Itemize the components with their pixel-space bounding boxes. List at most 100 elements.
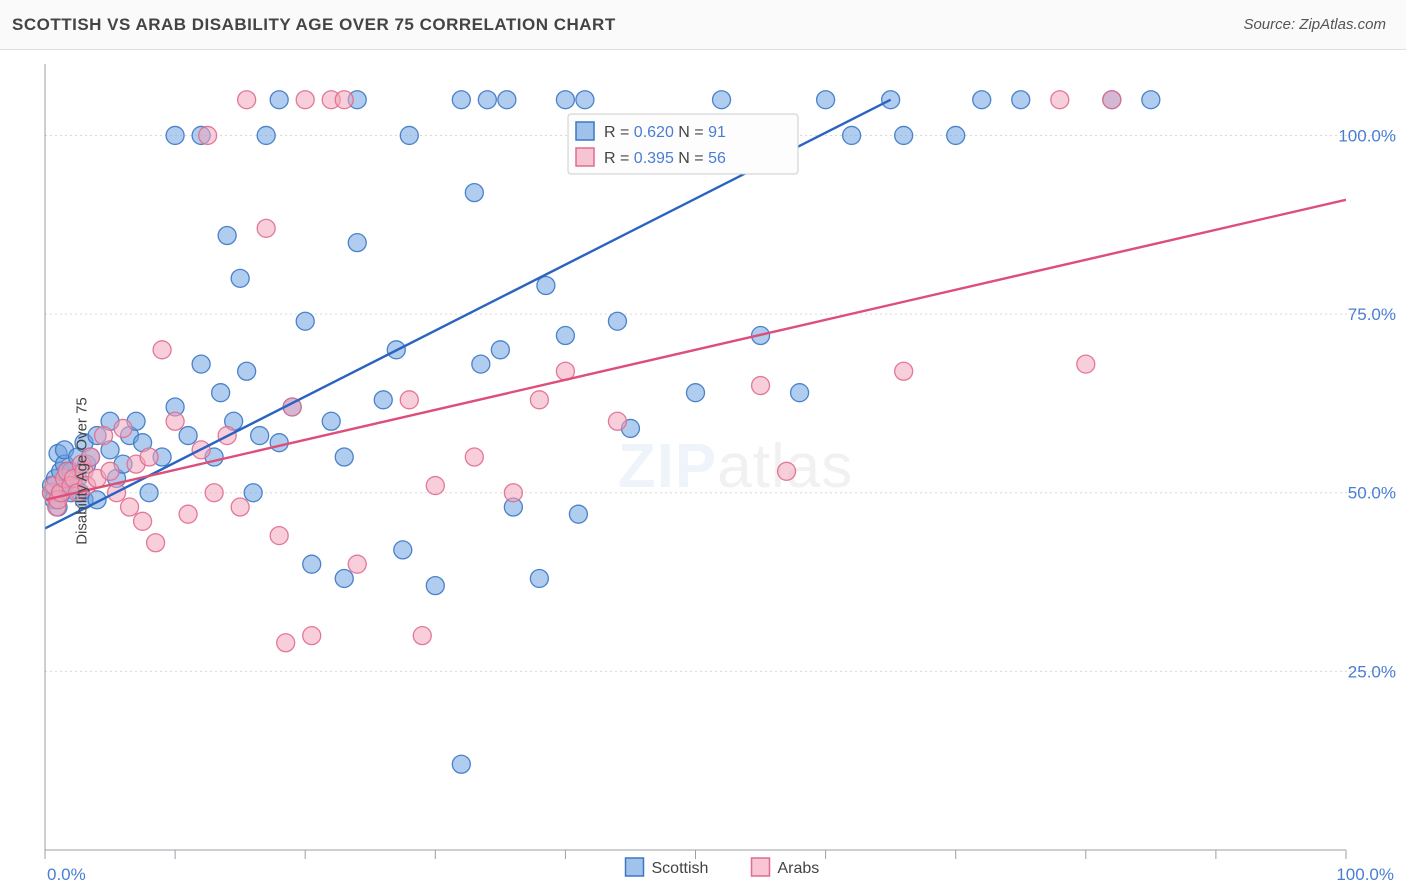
scatter-point	[303, 555, 321, 573]
scatter-chart-svg: ZIPatlas 0.0% 100.0% 25.0% 50.0% 75.0% 100.0% R…	[0, 50, 1406, 892]
scatter-point	[335, 91, 353, 109]
scatter-point	[199, 126, 217, 144]
scatter-point	[231, 269, 249, 287]
scatter-point	[114, 419, 132, 437]
y-tick-label: 25.0%	[1348, 662, 1396, 681]
scatter-point	[452, 755, 470, 773]
scatter-point	[569, 505, 587, 523]
scatter-point	[895, 126, 913, 144]
scatter-point	[134, 512, 152, 530]
y-tick-label: 75.0%	[1348, 305, 1396, 324]
scatter-point	[270, 527, 288, 545]
scatter-point	[973, 91, 991, 109]
scatter-point	[608, 412, 626, 430]
scatter-point	[1051, 91, 1069, 109]
scatter-point	[335, 569, 353, 587]
scatter-point	[400, 391, 418, 409]
scatter-point	[713, 91, 731, 109]
scatter-point	[817, 91, 835, 109]
scatter-point	[478, 91, 496, 109]
scatter-point	[257, 219, 275, 237]
chart-area: Disability Age Over 75 ZIPatlas 0.0% 100.0…	[0, 50, 1406, 892]
scatter-point	[238, 91, 256, 109]
watermark: ZIPatlas	[618, 432, 853, 501]
scatter-point	[426, 477, 444, 495]
scatter-point	[95, 427, 113, 445]
scatter-point	[1012, 91, 1030, 109]
legend-stats-row: R = 0.620 N = 91	[604, 124, 726, 141]
scatter-point	[212, 384, 230, 402]
scatter-point	[205, 484, 223, 502]
scatter-point	[576, 91, 594, 109]
scatter-point	[1142, 91, 1160, 109]
scatter-point	[687, 384, 705, 402]
scatter-point	[498, 91, 516, 109]
scatter-point	[556, 91, 574, 109]
scatter-point	[752, 377, 770, 395]
scatter-point	[277, 634, 295, 652]
scatter-point	[374, 391, 392, 409]
scatter-point	[465, 184, 483, 202]
source-label: Source: ZipAtlas.com	[1243, 16, 1386, 33]
scatter-point	[140, 484, 158, 502]
x-tick-label: 0.0%	[47, 865, 86, 884]
scatter-point	[778, 462, 796, 480]
scatter-point	[296, 312, 314, 330]
scatter-point	[121, 498, 139, 516]
scatter-point	[147, 534, 165, 552]
scatter-point	[1103, 91, 1121, 109]
scatter-point	[179, 505, 197, 523]
legend-stats-row: R = 0.395 N = 56	[604, 150, 726, 167]
scatter-point	[413, 627, 431, 645]
scatter-point	[303, 627, 321, 645]
bottom-legend-swatch	[752, 858, 770, 876]
scatter-point	[791, 384, 809, 402]
scatter-point	[231, 498, 249, 516]
scatter-point	[140, 448, 158, 466]
scatter-point	[465, 448, 483, 466]
y-tick-label: 50.0%	[1348, 484, 1396, 503]
scatter-point	[218, 226, 236, 244]
scatter-point	[400, 126, 418, 144]
y-tick-label: 100.0%	[1338, 126, 1396, 145]
chart-header: SCOTTISH VS ARAB DISABILITY AGE OVER 75 …	[0, 0, 1406, 50]
scatter-point	[530, 391, 548, 409]
scatter-point	[491, 341, 509, 359]
scatter-point	[608, 312, 626, 330]
scatter-point	[843, 126, 861, 144]
scatter-point	[426, 577, 444, 595]
legend-swatch	[576, 148, 594, 166]
scatter-point	[251, 427, 269, 445]
scatter-point	[192, 355, 210, 373]
scatter-point	[394, 541, 412, 559]
bottom-legend-label: Arabs	[778, 860, 820, 877]
scatter-point	[270, 434, 288, 452]
bottom-legend-swatch	[626, 858, 644, 876]
scatter-point	[556, 327, 574, 345]
scatter-point	[895, 362, 913, 380]
scatter-point	[244, 484, 262, 502]
x-tick-label: 100.0%	[1336, 865, 1394, 884]
scatter-point	[452, 91, 470, 109]
scatter-point	[322, 412, 340, 430]
scatter-point	[537, 277, 555, 295]
y-axis-label: Disability Age Over 75	[73, 397, 90, 545]
scatter-point	[530, 569, 548, 587]
scatter-point	[947, 126, 965, 144]
scatter-point	[166, 126, 184, 144]
scatter-point	[335, 448, 353, 466]
scatter-point	[166, 412, 184, 430]
scatter-point	[1077, 355, 1095, 373]
bottom-legend-label: Scottish	[652, 860, 709, 877]
scatter-point	[472, 355, 490, 373]
scatter-point	[270, 91, 288, 109]
legend-swatch	[576, 122, 594, 140]
scatter-point	[257, 126, 275, 144]
scatter-point	[296, 91, 314, 109]
chart-title: SCOTTISH VS ARAB DISABILITY AGE OVER 75 …	[12, 15, 616, 35]
scatter-point	[153, 341, 171, 359]
scatter-point	[504, 484, 522, 502]
scatter-point	[238, 362, 256, 380]
scatter-point	[101, 462, 119, 480]
scatter-point	[348, 555, 366, 573]
